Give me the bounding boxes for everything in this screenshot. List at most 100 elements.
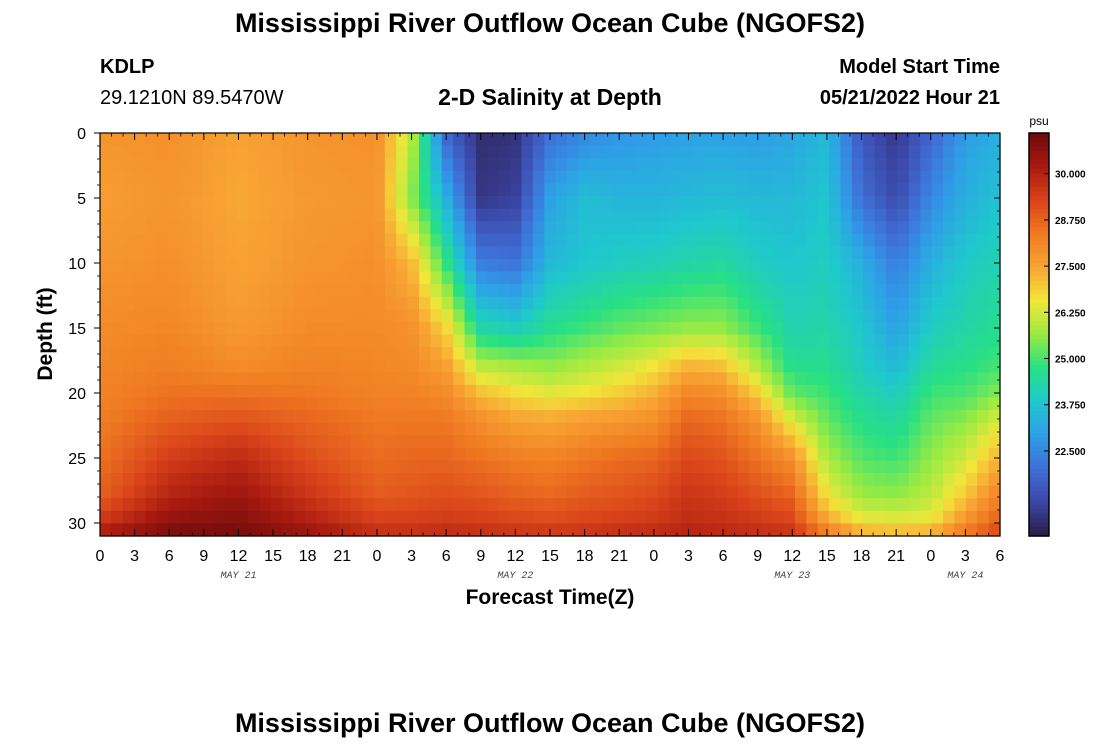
footer-title: Mississippi River Outflow Ocean Cube (NG… xyxy=(234,708,866,738)
heatmap-cell xyxy=(453,258,466,273)
heatmap-cell xyxy=(202,221,215,235)
heatmap-cell xyxy=(851,384,864,399)
heatmap-cell xyxy=(430,271,443,285)
heatmap-cell xyxy=(908,309,921,323)
heatmap-cell xyxy=(100,473,112,487)
colorbar-segment xyxy=(1029,235,1049,242)
heatmap-cell xyxy=(498,309,511,323)
heatmap-cell xyxy=(316,523,329,537)
heatmap-cell xyxy=(134,473,147,487)
heatmap-cell xyxy=(327,183,340,197)
heatmap-cell xyxy=(658,510,671,524)
heatmap-cell xyxy=(794,233,807,247)
heatmap-cell xyxy=(487,460,500,474)
heatmap-cell xyxy=(134,510,147,524)
heatmap-cell xyxy=(339,422,352,436)
heatmap-cell xyxy=(464,158,477,172)
heatmap-cell xyxy=(943,208,956,222)
heatmap-cell xyxy=(646,284,659,298)
heatmap-cell xyxy=(783,359,796,373)
heatmap-cell xyxy=(156,233,169,247)
heatmap-cell xyxy=(897,359,910,373)
heatmap-cell xyxy=(646,523,659,537)
heatmap-cell xyxy=(897,410,910,424)
heatmap-cell xyxy=(851,422,864,436)
heatmap-cell xyxy=(168,258,181,273)
heatmap-cell xyxy=(191,271,204,285)
heatmap-cell xyxy=(749,447,762,462)
heatmap-cell xyxy=(168,296,181,310)
heatmap-cell xyxy=(578,170,591,184)
heatmap-cell xyxy=(430,384,443,399)
heatmap-cell xyxy=(362,221,375,235)
heatmap-cell xyxy=(100,284,112,298)
colorbar-segment xyxy=(1029,249,1049,255)
heatmap-cell xyxy=(145,510,158,524)
heatmap-cell xyxy=(635,183,648,197)
heatmap-cell xyxy=(794,359,807,373)
heatmap-cell xyxy=(510,246,523,260)
heatmap-cell xyxy=(726,397,739,411)
heatmap-cell xyxy=(487,473,500,487)
heatmap-cell xyxy=(487,296,500,310)
heatmap-cell xyxy=(578,435,591,449)
heatmap-cell xyxy=(407,321,420,336)
heatmap-cell xyxy=(601,208,614,222)
heatmap-cell xyxy=(453,208,466,222)
heatmap-cell xyxy=(350,460,363,474)
heatmap-cell xyxy=(772,485,785,499)
heatmap-cell xyxy=(362,195,375,210)
heatmap-cell xyxy=(236,195,249,210)
heatmap-cell xyxy=(863,435,876,449)
heatmap-cell xyxy=(259,208,272,222)
heatmap-cell xyxy=(350,271,363,285)
heatmap-cell xyxy=(703,435,716,449)
heatmap-cell xyxy=(760,334,773,348)
heatmap-cell xyxy=(965,195,978,210)
heatmap-cell xyxy=(965,435,978,449)
heatmap-cell xyxy=(145,473,158,487)
heatmap-cell xyxy=(817,170,830,184)
heatmap-cell xyxy=(726,372,739,386)
heatmap-cell xyxy=(259,397,272,411)
heatmap-cell xyxy=(384,195,397,210)
heatmap-cell xyxy=(487,233,500,247)
heatmap-cell xyxy=(407,271,420,285)
heatmap-cell xyxy=(487,208,500,222)
heatmap-cell xyxy=(236,158,249,172)
heatmap-cell xyxy=(863,498,876,512)
heatmap-cell xyxy=(692,246,705,260)
heatmap-cell xyxy=(179,233,192,247)
heatmap-cell xyxy=(646,347,659,361)
heatmap-cell xyxy=(851,221,864,235)
heatmap-cell xyxy=(874,233,887,247)
heatmap-cell xyxy=(156,498,169,512)
heatmap-cell xyxy=(134,158,147,172)
heatmap-cell xyxy=(646,246,659,260)
heatmap-cell xyxy=(407,422,420,436)
heatmap-cell xyxy=(669,372,682,386)
heatmap-cell xyxy=(681,397,693,411)
heatmap-cell xyxy=(305,309,318,323)
heatmap-cell xyxy=(954,347,967,361)
heatmap-cell xyxy=(339,498,352,512)
heatmap-cell xyxy=(601,485,614,499)
heatmap-cell xyxy=(225,397,238,411)
heatmap-cell xyxy=(111,422,124,436)
heatmap-cell xyxy=(122,422,135,436)
heatmap-cell xyxy=(339,208,352,222)
heatmap-cell xyxy=(293,233,306,247)
heatmap-cell xyxy=(612,510,625,524)
heatmap-cell xyxy=(908,145,921,159)
heatmap-cell xyxy=(362,347,375,361)
heatmap-cell xyxy=(407,510,420,524)
heatmap-cell xyxy=(794,460,807,474)
heatmap-cell xyxy=(601,284,614,298)
heatmap-cell xyxy=(658,460,671,474)
heatmap-cell xyxy=(532,271,545,285)
heatmap-cell xyxy=(396,145,409,159)
heatmap-cell xyxy=(851,397,864,411)
heatmap-cell xyxy=(772,271,785,285)
heatmap-cell xyxy=(749,334,762,348)
heatmap-cell xyxy=(498,208,511,222)
